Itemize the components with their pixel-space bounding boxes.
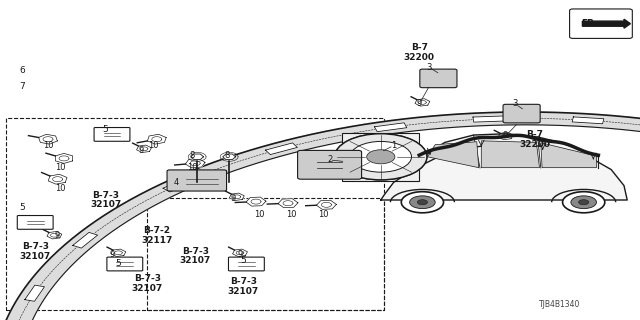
Polygon shape	[427, 73, 437, 78]
Text: B-7
32200: B-7 32200	[404, 44, 435, 62]
Polygon shape	[73, 232, 98, 248]
Polygon shape	[223, 154, 236, 160]
Polygon shape	[498, 132, 513, 140]
Text: 10: 10	[286, 210, 296, 219]
Text: FR.: FR.	[581, 19, 598, 28]
Polygon shape	[278, 199, 298, 208]
Text: 5: 5	[103, 125, 108, 134]
Text: 10: 10	[56, 164, 66, 172]
FancyBboxPatch shape	[570, 9, 632, 38]
Text: 10: 10	[56, 184, 66, 193]
Polygon shape	[55, 153, 73, 164]
FancyBboxPatch shape	[17, 216, 53, 229]
Text: 2: 2	[327, 156, 332, 164]
Polygon shape	[381, 144, 627, 200]
Circle shape	[579, 200, 589, 205]
Polygon shape	[47, 231, 62, 239]
Polygon shape	[38, 134, 58, 144]
Circle shape	[410, 196, 435, 209]
Text: 1: 1	[391, 141, 396, 150]
Polygon shape	[523, 114, 533, 119]
FancyBboxPatch shape	[94, 127, 130, 141]
Text: 3: 3	[513, 100, 518, 108]
Text: 9: 9	[237, 250, 243, 259]
Circle shape	[401, 192, 444, 213]
Text: 5: 5	[241, 256, 246, 265]
Polygon shape	[416, 134, 598, 168]
Polygon shape	[147, 134, 166, 144]
Text: 6: 6	[20, 66, 25, 75]
Circle shape	[563, 192, 605, 213]
Polygon shape	[440, 78, 450, 84]
Bar	[6, 118, 384, 310]
Polygon shape	[163, 178, 193, 192]
Polygon shape	[0, 112, 640, 320]
Polygon shape	[510, 108, 520, 114]
Text: 9: 9	[138, 146, 143, 155]
Text: 9: 9	[231, 194, 236, 203]
Polygon shape	[415, 99, 430, 106]
Text: 10: 10	[187, 164, 197, 172]
Polygon shape	[246, 197, 266, 206]
Text: B-7-2
32117: B-7-2 32117	[141, 226, 173, 244]
Circle shape	[335, 134, 427, 180]
Text: 8: 8	[225, 151, 230, 160]
Polygon shape	[25, 285, 45, 301]
FancyBboxPatch shape	[503, 104, 540, 123]
Text: 10: 10	[318, 210, 328, 219]
Text: 10: 10	[43, 141, 53, 150]
Text: 10: 10	[148, 141, 159, 150]
Polygon shape	[428, 142, 479, 168]
Polygon shape	[316, 200, 337, 209]
Polygon shape	[191, 154, 204, 160]
Polygon shape	[481, 141, 540, 168]
Text: 9: 9	[55, 231, 60, 240]
Polygon shape	[111, 249, 126, 257]
FancyBboxPatch shape	[167, 170, 227, 191]
Text: 5: 5	[116, 260, 121, 268]
Circle shape	[417, 200, 428, 205]
Text: B-7-3
32107: B-7-3 32107	[132, 274, 163, 292]
Circle shape	[335, 134, 427, 180]
Text: B-7
32200: B-7 32200	[519, 130, 550, 148]
Text: 9: 9	[503, 132, 508, 140]
Text: 3: 3	[426, 63, 431, 72]
Polygon shape	[232, 249, 248, 257]
Polygon shape	[136, 145, 152, 153]
Circle shape	[350, 141, 412, 172]
FancyBboxPatch shape	[107, 257, 143, 271]
Text: 9: 9	[109, 250, 115, 259]
Text: 10: 10	[254, 210, 264, 219]
FancyBboxPatch shape	[420, 69, 457, 88]
Polygon shape	[186, 158, 205, 168]
Text: B-7-3
32107: B-7-3 32107	[228, 277, 259, 296]
Bar	[342, 133, 419, 181]
Polygon shape	[374, 123, 407, 132]
Text: 8: 8	[189, 151, 195, 160]
Polygon shape	[229, 193, 244, 201]
Text: 9: 9	[417, 100, 422, 108]
Text: B-7-3
32107: B-7-3 32107	[20, 242, 51, 260]
Text: B-7-3
32107: B-7-3 32107	[90, 191, 121, 209]
Polygon shape	[266, 143, 298, 155]
Text: 4: 4	[173, 178, 179, 187]
Polygon shape	[48, 174, 67, 184]
Text: 5: 5	[20, 204, 25, 212]
Polygon shape	[473, 116, 504, 122]
Bar	[147, 198, 384, 310]
Text: 7: 7	[20, 82, 25, 91]
Polygon shape	[582, 19, 630, 28]
Circle shape	[367, 150, 395, 164]
FancyBboxPatch shape	[298, 150, 362, 179]
Circle shape	[571, 196, 596, 209]
Polygon shape	[541, 143, 596, 168]
FancyBboxPatch shape	[228, 257, 264, 271]
Text: B-7-3
32107: B-7-3 32107	[180, 247, 211, 265]
Text: TJB4B1340: TJB4B1340	[540, 300, 580, 309]
Polygon shape	[572, 117, 604, 124]
Circle shape	[367, 150, 395, 164]
